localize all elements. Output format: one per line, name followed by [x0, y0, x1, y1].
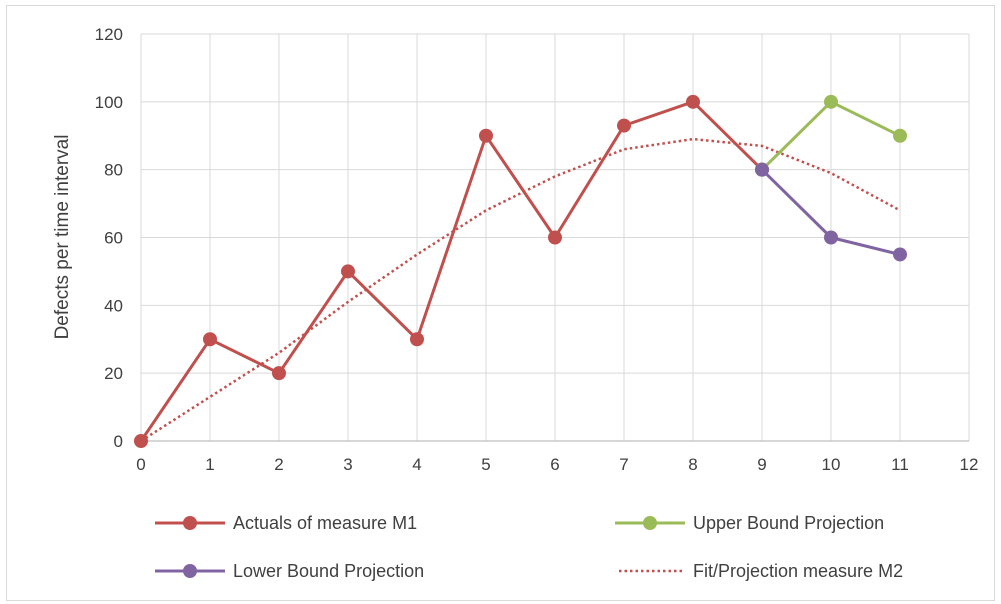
x-tick-label: 8 — [688, 455, 697, 474]
x-tick-label: 5 — [481, 455, 490, 474]
actuals-of-measure-m1-point — [203, 332, 217, 347]
actuals-of-measure-m1-point — [134, 434, 148, 448]
x-tick-label: 0 — [136, 455, 145, 474]
y-tick-label: 120 — [95, 25, 123, 44]
y-tick-label: 20 — [104, 364, 123, 383]
actuals-of-measure-m1-point — [686, 94, 700, 109]
legend-label: Upper Bound Projection — [693, 513, 884, 533]
legend-item-fit-projection-measure-m2: Fit/Projection measure M2 — [619, 561, 903, 581]
x-tick-label: 11 — [891, 455, 909, 474]
legend-label: Actuals of measure M1 — [233, 513, 417, 533]
x-tick-label: 4 — [412, 455, 421, 474]
legend-marker — [183, 564, 197, 578]
y-tick-label: 100 — [95, 93, 123, 112]
x-tick-label: 7 — [619, 455, 628, 474]
actuals-of-measure-m1-point — [410, 332, 424, 347]
legend-label: Lower Bound Projection — [233, 561, 424, 581]
actuals-of-measure-m1-point — [548, 230, 562, 245]
legend-label: Fit/Projection measure M2 — [693, 561, 903, 581]
grid-lines — [140, 33, 970, 441]
series-layer — [134, 94, 907, 448]
legend-marker — [643, 516, 657, 530]
x-tick-label: 3 — [343, 455, 352, 474]
actuals-of-measure-m1-point — [272, 366, 286, 381]
legend-item-actuals-of-measure-m1: Actuals of measure M1 — [155, 513, 417, 533]
legend: Actuals of measure M1 Upper Bound Project… — [155, 513, 903, 581]
actuals-of-measure-m1-point — [479, 128, 493, 143]
lower-bound-projection-point — [824, 230, 838, 245]
y-tick-label: 0 — [114, 432, 123, 451]
y-axis-title: Defects per time interval — [52, 135, 73, 340]
actuals-of-measure-m1-point — [617, 118, 631, 133]
lower-bound-projection-point — [893, 247, 907, 262]
x-tick-label: 6 — [550, 455, 559, 474]
legend-item-upper-bound-projection: Upper Bound Projection — [615, 513, 884, 533]
x-tick-label: 10 — [822, 455, 841, 474]
x-tick-label: 2 — [274, 455, 283, 474]
upper-bound-projection-point — [824, 94, 838, 109]
y-tick-label: 60 — [104, 229, 123, 248]
y-tick-label: 80 — [104, 161, 123, 180]
legend-item-lower-bound-projection: Lower Bound Projection — [155, 561, 424, 581]
lower-bound-projection-point — [755, 162, 769, 177]
x-tick-label: 9 — [757, 455, 766, 474]
x-tick-label: 1 — [205, 455, 214, 474]
legend-marker — [183, 516, 197, 530]
actuals-of-measure-m1-point — [341, 264, 355, 279]
x-tick-label: 12 — [960, 455, 979, 474]
fit-projection-measure-m2-line — [140, 137, 901, 443]
upper-bound-projection-point — [893, 128, 907, 143]
actuals-of-measure-m1-line — [139, 100, 764, 442]
y-tick-label: 40 — [104, 296, 123, 315]
